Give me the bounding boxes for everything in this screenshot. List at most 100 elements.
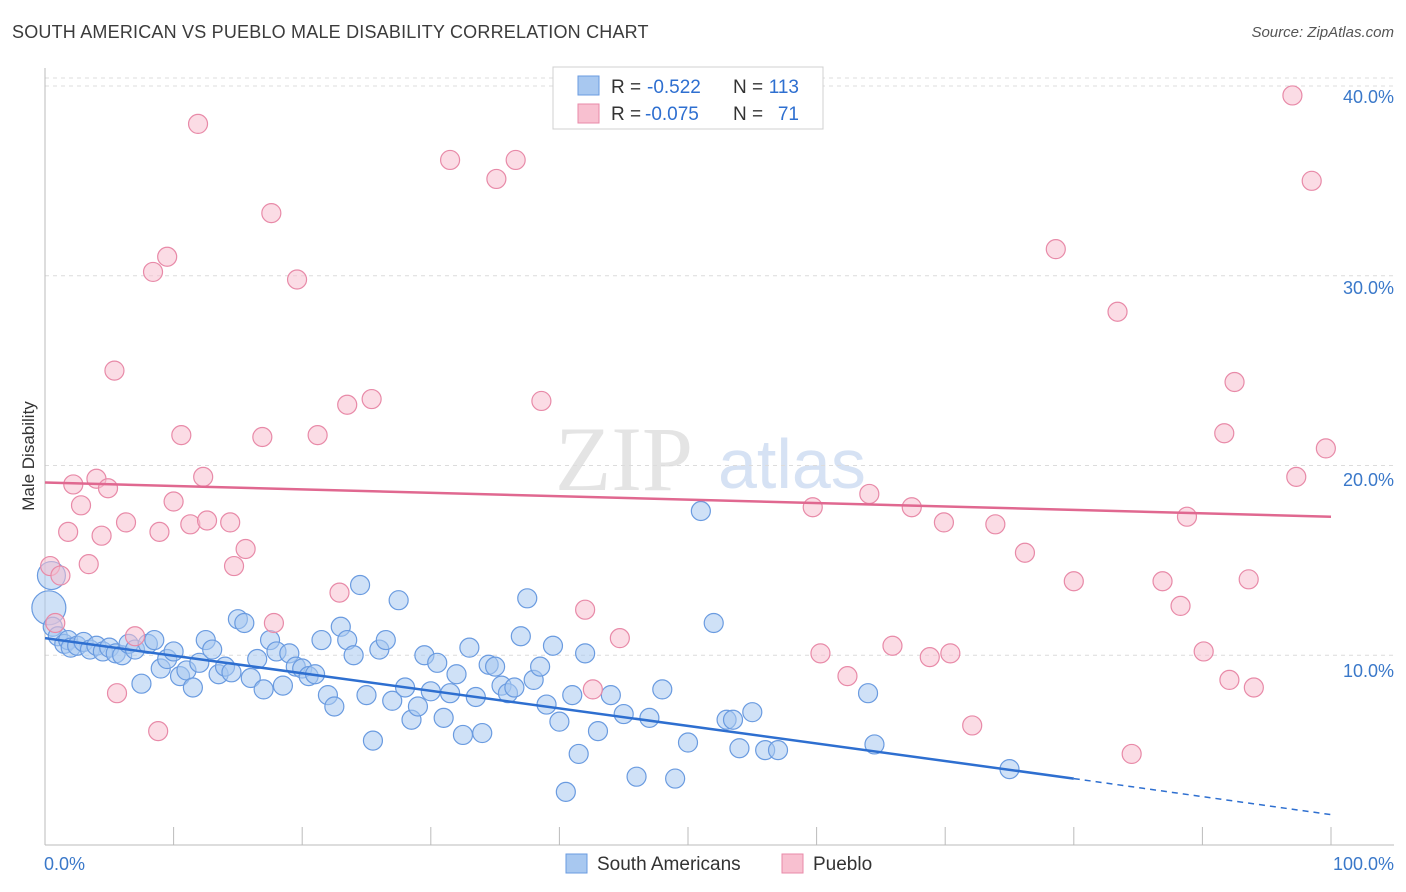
data-point: [361, 388, 382, 410]
data-point: [504, 677, 525, 698]
data-point: [163, 641, 184, 662]
data-point: [613, 703, 634, 725]
data-point: [171, 425, 192, 446]
data-point: [1282, 85, 1303, 106]
data-point: [1224, 371, 1245, 393]
data-point: [253, 679, 274, 700]
data-point: [542, 635, 564, 656]
data-point: [587, 721, 609, 742]
data-point: [1243, 677, 1264, 698]
data-point: [472, 722, 493, 744]
data-point: [196, 510, 218, 531]
y-tick-label-40: 40.0%: [1343, 87, 1394, 107]
data-point: [652, 679, 673, 700]
data-point: [106, 683, 128, 704]
data-point: [568, 743, 589, 765]
data-point: [375, 629, 396, 651]
data-point: [272, 675, 294, 696]
data-point: [142, 261, 164, 283]
data-point: [639, 707, 660, 728]
data-point: [459, 637, 480, 658]
legend-n-value: 71: [778, 104, 799, 125]
legend-n-label: N =: [733, 104, 763, 125]
data-point: [530, 656, 551, 677]
legend-swatch-south-americans: [565, 853, 588, 874]
data-point: [901, 497, 922, 518]
data-point: [1170, 595, 1191, 617]
data-point: [234, 612, 255, 634]
data-point: [485, 656, 506, 677]
data-point: [600, 684, 621, 706]
data-point: [549, 711, 570, 732]
data-point: [235, 538, 256, 560]
data-point: [933, 512, 955, 533]
legend-label-south-americans: South Americans: [597, 854, 741, 875]
x-tick-label-max: 100.0%: [1333, 854, 1394, 874]
data-point: [104, 360, 125, 381]
data-point: [433, 707, 454, 728]
data-point: [70, 495, 92, 516]
data-point: [1014, 542, 1036, 563]
data-point: [626, 766, 647, 787]
data-point: [742, 702, 763, 723]
data-point: [382, 690, 403, 711]
data-point: [555, 781, 576, 802]
data-point: [240, 667, 261, 689]
data-point: [1219, 669, 1240, 691]
data-point: [582, 679, 603, 700]
legend-r-value: -0.075: [645, 104, 699, 125]
data-point: [356, 684, 377, 706]
data-point: [703, 612, 724, 634]
data-point: [180, 514, 201, 535]
data-point: [1121, 743, 1142, 765]
data-point: [362, 730, 384, 751]
legend-n-value: 113: [769, 77, 799, 98]
trend-line-south-americans-extension: [1073, 777, 1332, 816]
data-point: [729, 738, 750, 759]
data-point: [1107, 301, 1128, 322]
data-point: [223, 555, 245, 577]
data-point: [562, 684, 583, 706]
data-point: [1214, 423, 1235, 444]
data-point: [263, 612, 285, 634]
data-point: [307, 425, 328, 446]
data-point: [329, 582, 350, 603]
data-point: [124, 626, 146, 647]
trend-line-south-americans: [44, 636, 1074, 780]
data-point: [50, 565, 71, 586]
legend-series: South Americans Pueblo: [565, 853, 872, 875]
legend-swatch-pueblo: [577, 103, 600, 124]
data-point: [665, 768, 686, 789]
data-point: [452, 724, 474, 746]
data-point: [149, 521, 170, 542]
data-point: [247, 648, 268, 670]
legend-label-pueblo: Pueblo: [813, 854, 872, 875]
data-point: [1193, 641, 1214, 662]
data-point: [427, 652, 448, 673]
chart-title: SOUTH AMERICAN VS PUEBLO MALE DISABILITY…: [12, 22, 649, 42]
data-point: [857, 683, 879, 704]
data-point: [407, 696, 429, 717]
data-point: [1063, 571, 1084, 592]
data-point: [148, 721, 169, 742]
data-point: [575, 599, 596, 620]
y-axis-label: Male Disability: [19, 401, 38, 511]
watermark-atlas: atlas: [718, 425, 866, 503]
data-point: [286, 269, 308, 290]
data-point: [609, 628, 630, 649]
data-point: [1315, 438, 1336, 459]
y-tick-label-30: 30.0%: [1343, 278, 1394, 298]
data-point: [505, 149, 526, 171]
data-point: [531, 390, 552, 412]
legend-n-label: N =: [733, 77, 763, 98]
data-point: [1301, 170, 1322, 191]
data-point: [1045, 239, 1066, 260]
y-tick-label-20: 20.0%: [1343, 470, 1394, 490]
source-credit: Source: ZipAtlas.com: [1251, 24, 1394, 41]
data-point: [1238, 569, 1259, 590]
data-point: [220, 512, 241, 533]
legend-swatch-pueblo: [781, 853, 804, 874]
data-point: [985, 514, 1006, 535]
data-point: [1176, 506, 1198, 527]
